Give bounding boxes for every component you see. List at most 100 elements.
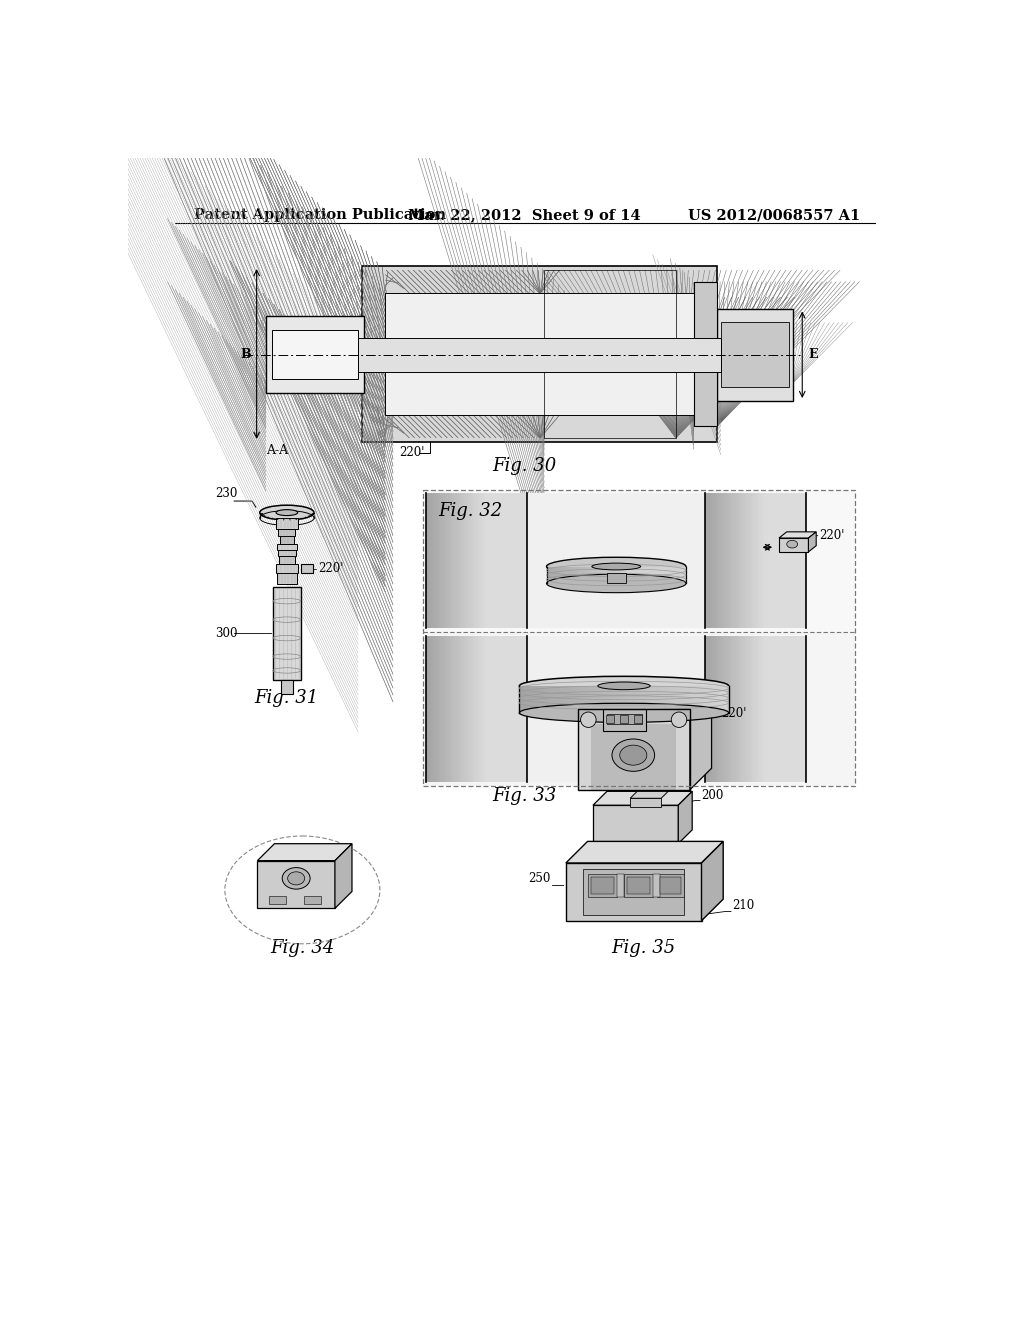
Bar	[775, 494, 777, 628]
Bar	[733, 494, 735, 628]
Bar	[721, 686, 724, 713]
Text: Fig. 30: Fig. 30	[493, 457, 557, 475]
Bar	[519, 686, 522, 713]
Bar	[724, 636, 726, 781]
Bar	[617, 874, 624, 896]
Bar	[461, 636, 464, 781]
Bar	[713, 494, 715, 628]
Bar	[655, 686, 658, 713]
Bar	[718, 686, 721, 713]
Ellipse shape	[620, 744, 647, 766]
Bar	[786, 636, 790, 781]
Bar	[269, 896, 286, 904]
Bar	[628, 686, 631, 713]
Bar	[445, 636, 447, 781]
Bar	[665, 686, 669, 713]
Bar	[278, 550, 296, 557]
Bar	[759, 636, 761, 781]
Bar	[796, 494, 799, 628]
Polygon shape	[809, 532, 816, 552]
Bar	[562, 566, 565, 583]
Bar	[755, 494, 757, 628]
Ellipse shape	[786, 540, 798, 548]
Bar	[455, 636, 457, 781]
Bar	[684, 686, 687, 713]
Bar	[517, 636, 519, 781]
Bar	[499, 636, 501, 781]
Bar	[468, 494, 471, 628]
Bar	[643, 566, 646, 583]
Bar	[784, 636, 786, 781]
Bar	[731, 494, 733, 628]
Bar	[541, 686, 544, 713]
Bar	[668, 566, 671, 583]
Bar	[706, 686, 709, 713]
Bar	[678, 686, 681, 713]
Bar	[631, 686, 634, 713]
Bar	[464, 636, 466, 781]
Bar	[457, 494, 459, 628]
Bar	[655, 566, 658, 583]
Polygon shape	[566, 841, 723, 863]
Bar	[768, 636, 770, 781]
Bar	[578, 709, 690, 789]
Bar	[706, 636, 806, 781]
Bar	[588, 874, 617, 896]
Bar	[591, 876, 614, 894]
Bar	[385, 271, 541, 293]
Bar	[794, 636, 796, 781]
Bar	[538, 686, 541, 713]
Bar	[801, 494, 803, 628]
Bar	[675, 686, 678, 713]
Bar	[683, 566, 686, 583]
Bar	[671, 566, 674, 583]
Bar	[710, 494, 713, 628]
Bar	[624, 566, 627, 583]
Text: Fig. 33: Fig. 33	[493, 787, 557, 805]
Bar	[719, 494, 722, 628]
Bar	[471, 494, 473, 628]
Bar	[574, 566, 578, 583]
Bar	[744, 636, 748, 781]
Bar	[593, 805, 678, 843]
Bar	[475, 494, 477, 628]
Bar	[519, 686, 729, 713]
Bar	[658, 686, 662, 713]
Bar	[276, 564, 298, 573]
Bar	[761, 636, 764, 781]
Bar	[450, 494, 452, 628]
Bar	[468, 636, 471, 781]
Bar	[696, 686, 699, 713]
Bar	[473, 636, 475, 781]
Ellipse shape	[288, 871, 305, 884]
Bar	[744, 494, 748, 628]
Bar	[457, 636, 459, 781]
Bar	[358, 338, 721, 372]
Bar	[777, 494, 779, 628]
Text: E: E	[808, 348, 818, 362]
Bar	[385, 414, 541, 438]
Bar	[447, 636, 450, 781]
Bar	[438, 636, 440, 781]
Bar	[563, 686, 566, 713]
Ellipse shape	[547, 557, 686, 576]
Bar	[544, 271, 676, 438]
Bar	[708, 494, 710, 628]
Bar	[708, 636, 710, 781]
Bar	[770, 494, 773, 628]
Bar	[489, 636, 492, 781]
Bar	[512, 494, 515, 628]
Bar	[706, 636, 708, 781]
Bar	[597, 686, 600, 713]
Text: B: B	[241, 348, 251, 362]
Bar	[608, 566, 611, 583]
Bar	[777, 636, 779, 781]
Bar	[499, 494, 501, 628]
Bar	[276, 544, 297, 550]
Bar	[496, 636, 499, 781]
Bar	[796, 636, 799, 781]
Bar	[304, 896, 321, 904]
Bar	[445, 494, 447, 628]
Bar	[607, 714, 642, 725]
Bar	[588, 686, 591, 713]
